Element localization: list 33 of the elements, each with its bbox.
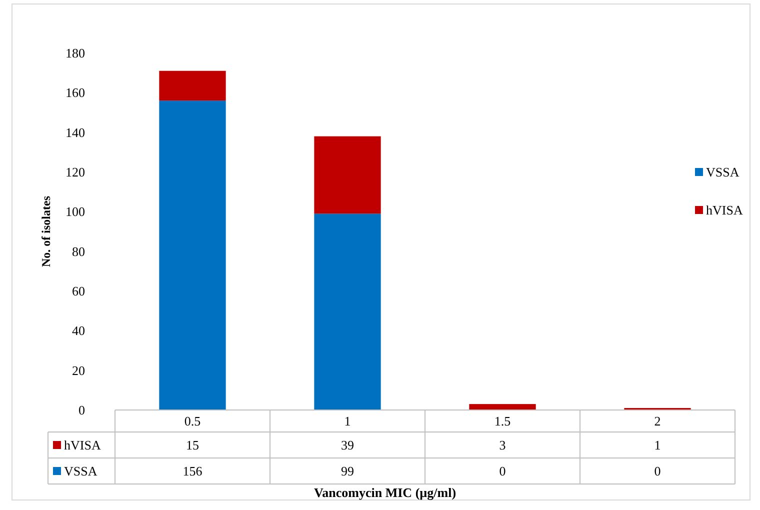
y-tick-label: 40: [72, 323, 85, 338]
y-tick-label: 160: [66, 85, 85, 100]
y-tick-label: 180: [66, 46, 85, 61]
y-tick-label: 120: [66, 164, 85, 180]
x-tick-label: 1.5: [494, 414, 511, 429]
y-tick-label: 0: [78, 402, 85, 418]
bar: [469, 404, 536, 410]
y-tick-label: 60: [72, 284, 85, 299]
data-label: 1: [654, 438, 661, 453]
bar: [314, 214, 381, 410]
text: VSSA: [706, 164, 740, 180]
y-axis-title: No. of isolates: [39, 196, 53, 267]
data-label: 0: [654, 464, 661, 479]
data-label: 3: [499, 438, 506, 453]
y-tick-label: 100: [66, 204, 85, 220]
x-axis-title: Vancomycin MIC (µg/ml): [314, 485, 456, 500]
x-tick-label: 1: [344, 414, 351, 429]
data-label: 39: [341, 438, 354, 453]
data-label: 156: [182, 464, 203, 479]
legend-label: hVISA: [706, 202, 744, 218]
data-label: 99: [341, 464, 354, 479]
y-tick-label: 80: [72, 244, 85, 259]
bar: [159, 100, 226, 410]
x-tick-label: 0.5: [184, 414, 201, 429]
bar: [314, 136, 381, 214]
y-tick-label: 20: [72, 362, 85, 378]
bar: [159, 70, 226, 101]
y-tick-label: 140: [66, 124, 85, 140]
legend-label: VSSA: [64, 464, 98, 479]
data-label: 0: [499, 464, 506, 479]
data-label: 15: [186, 438, 199, 453]
text: hVISA: [64, 438, 101, 453]
x-tick-label: 2: [654, 414, 661, 429]
